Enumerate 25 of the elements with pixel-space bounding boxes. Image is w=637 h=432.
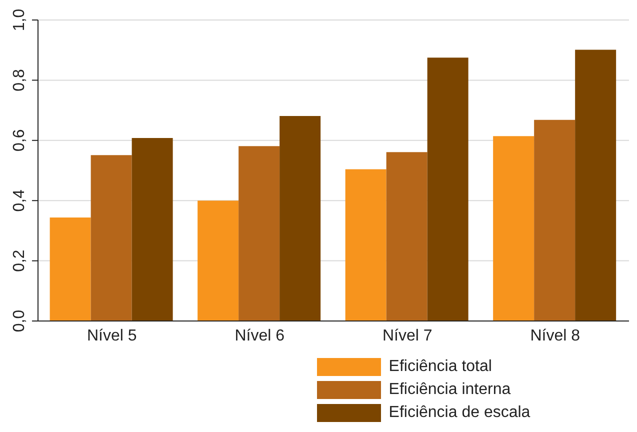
bar: [575, 50, 616, 321]
y-tick-label: 0,8: [11, 68, 28, 92]
bar: [132, 138, 173, 321]
bar: [534, 120, 576, 321]
bar: [345, 169, 386, 321]
bar: [280, 116, 321, 321]
legend-label: Eficiência de escala: [388, 402, 530, 422]
y-tick-label: 0,4: [11, 189, 28, 212]
x-tick-label: Nível 5: [86, 327, 137, 344]
bar: [50, 217, 91, 321]
bar: [427, 58, 468, 321]
x-tick-label: Nível 7: [382, 327, 432, 344]
x-tick-label: Nível 6: [234, 327, 285, 344]
y-tick-label: 0,0: [11, 310, 28, 332]
y-tick-label: 1,0: [11, 8, 28, 32]
bar: [198, 200, 239, 321]
x-tick-label: Nível 8: [530, 327, 580, 344]
bar: [386, 152, 428, 321]
y-tick-label: 0,2: [11, 250, 28, 272]
legend-label: Eficiência total: [388, 356, 492, 376]
legend-label: Eficiência interna: [388, 380, 511, 400]
y-tick-label: 0,6: [11, 129, 28, 152]
bar: [493, 136, 534, 321]
bar: [90, 155, 132, 321]
bar: [238, 146, 280, 321]
